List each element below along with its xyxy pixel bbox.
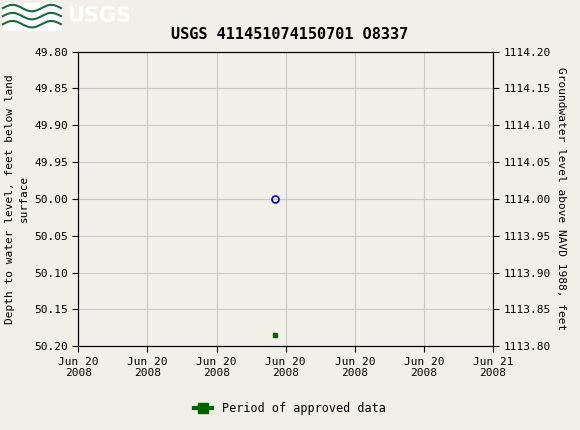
Y-axis label: Depth to water level, feet below land
surface: Depth to water level, feet below land su… — [5, 74, 28, 324]
Y-axis label: Groundwater level above NAVD 1988, feet: Groundwater level above NAVD 1988, feet — [556, 67, 566, 331]
Text: USGS: USGS — [67, 6, 130, 26]
Text: USGS 411451074150701 O8337: USGS 411451074150701 O8337 — [171, 27, 409, 42]
FancyBboxPatch shape — [3, 3, 61, 30]
Legend: Period of approved data: Period of approved data — [190, 397, 390, 420]
